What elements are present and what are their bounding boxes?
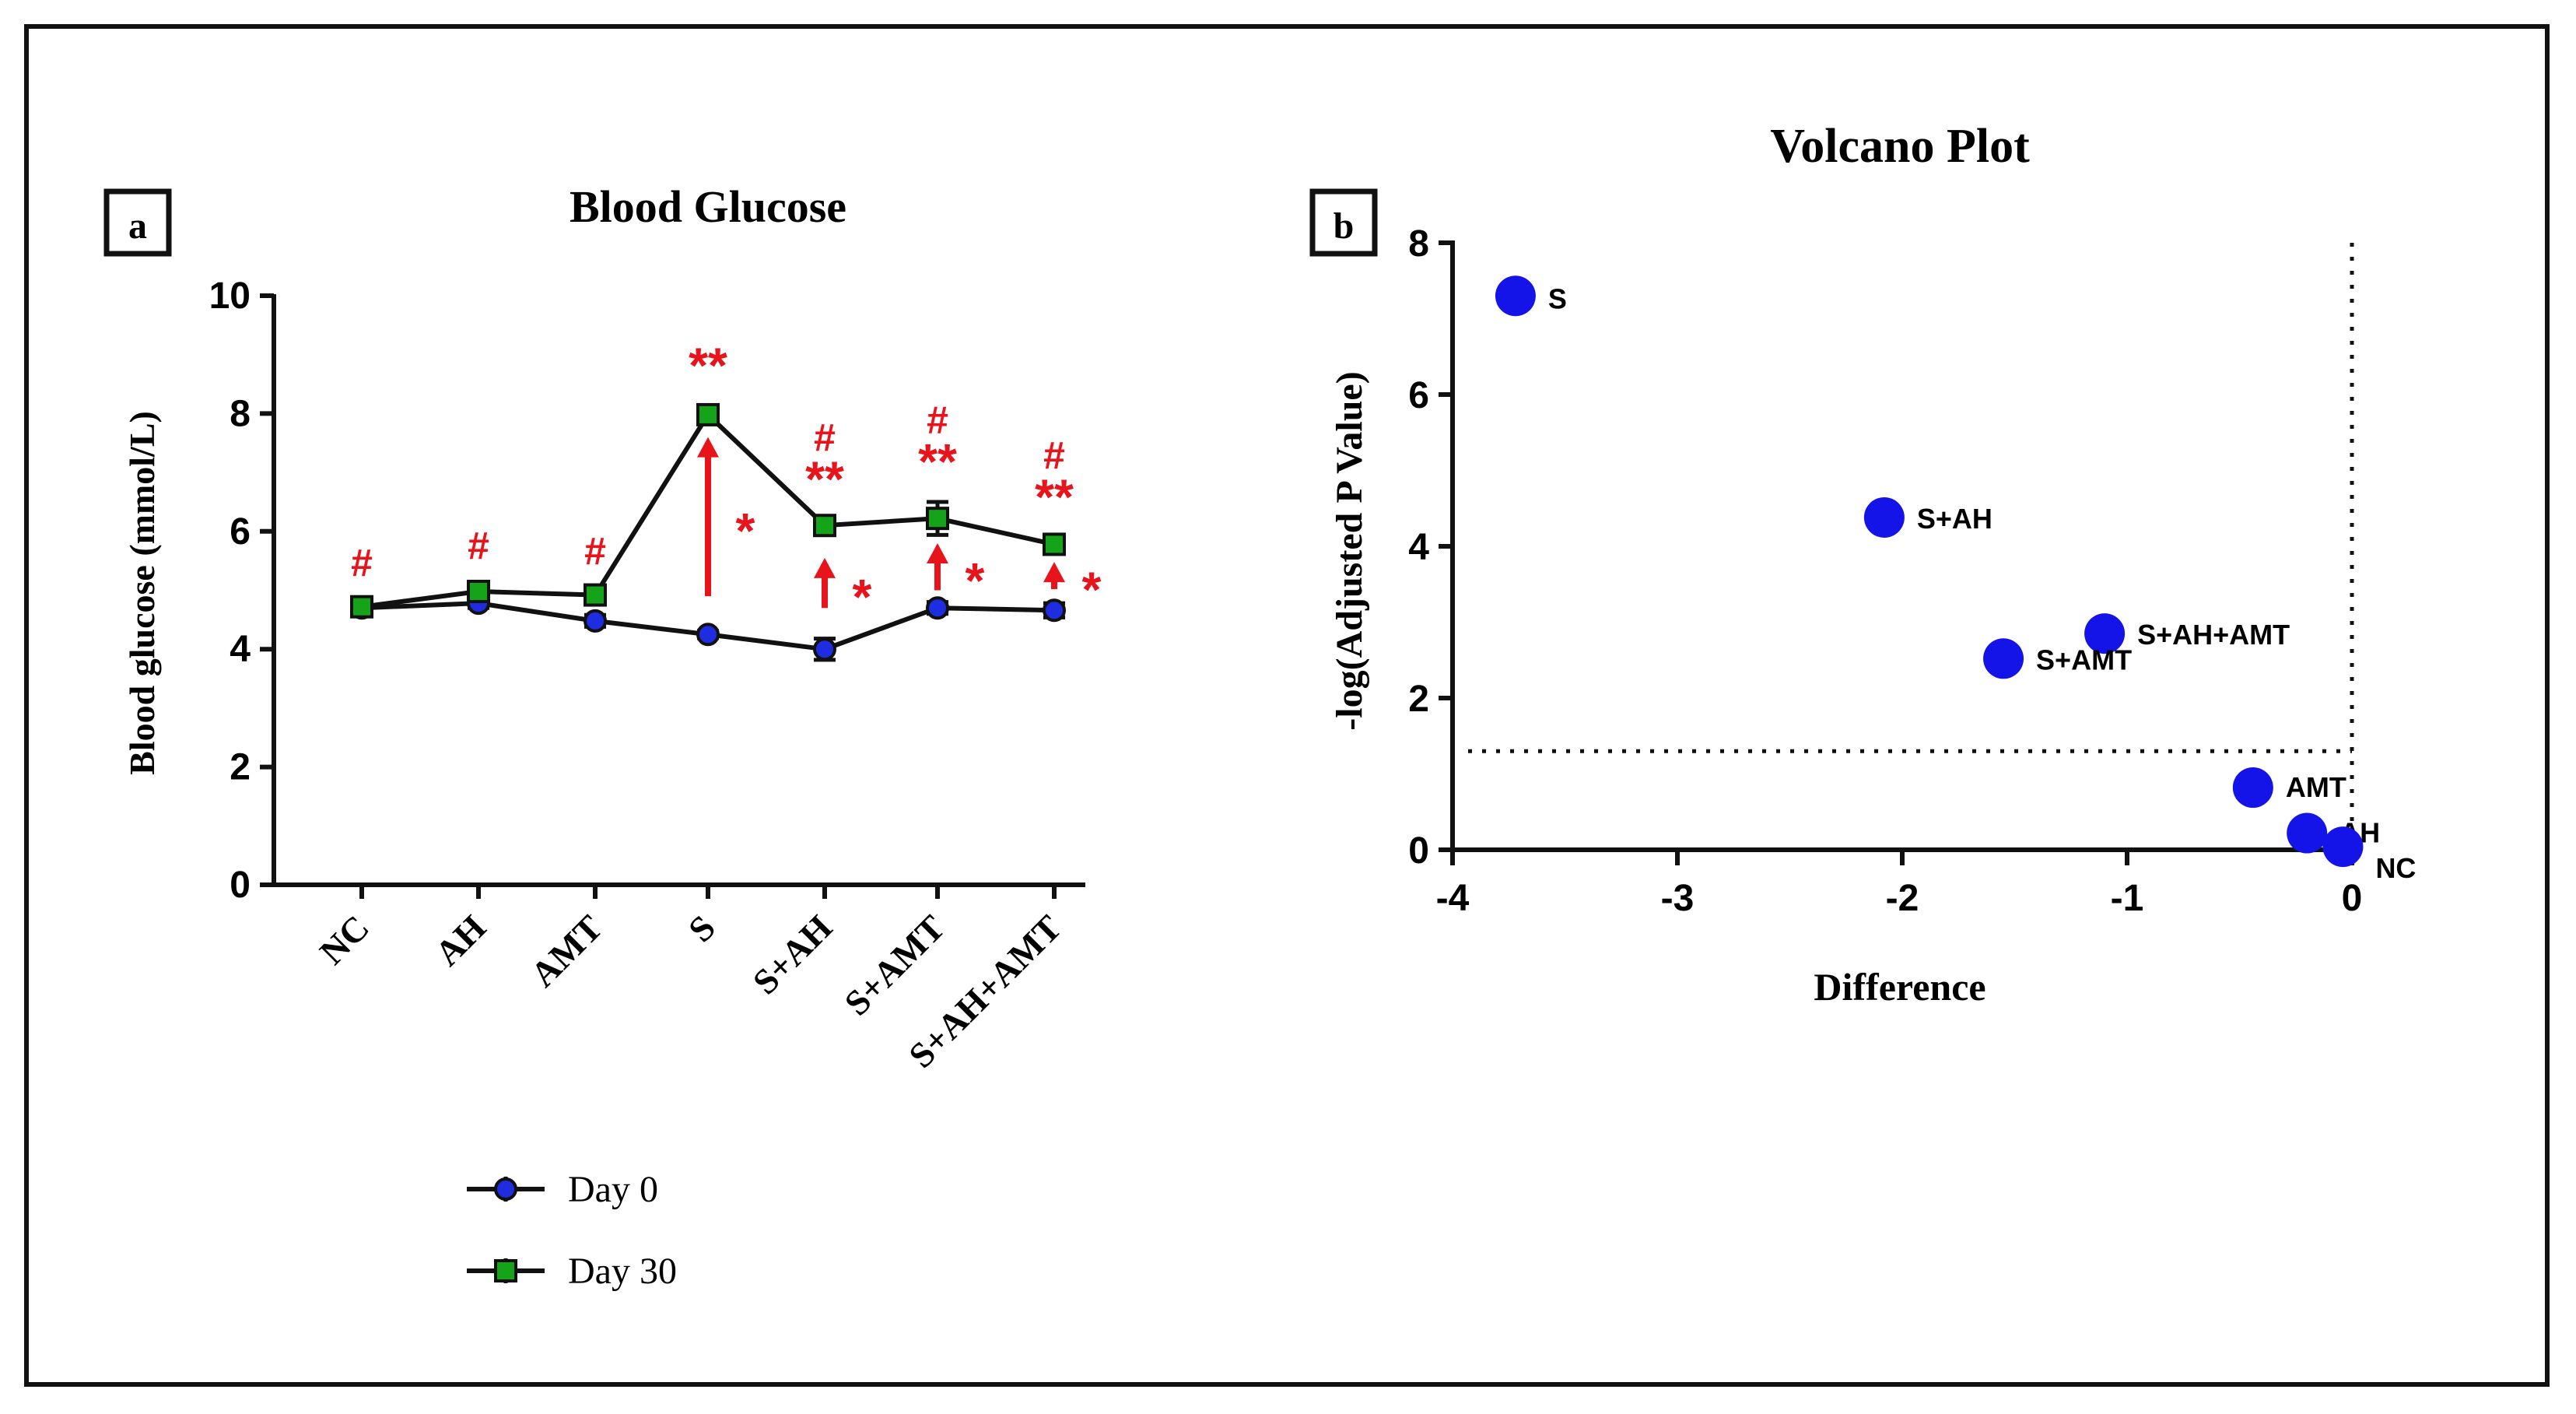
panel-a-star-mark: * [1082,562,1102,618]
panel-a-star-mark: * [853,569,872,625]
panel-a-title: Blood Glucose [570,181,846,232]
panel-b-x-tick-label: -3 [1661,878,1695,919]
panel-a-y-axis-label: Blood glucose (mmol/L) [122,411,162,775]
panel-a-point-day0 [1043,598,1066,623]
panel-b-threshold-lines [1468,243,2354,850]
panel-b-point [2287,812,2328,854]
panel-a-change-arrow-head [927,542,948,563]
panel-b-point [1983,638,2024,679]
panel-b-y-axis-label: -log(Adjusted P Value) [1329,371,1370,730]
panel-a-y-tick-label: 0 [230,865,251,906]
panel-b-point-label: S+AH [1917,503,1992,535]
panel-a-hash-mark: # [814,416,836,460]
panel-a-change-arrow-head [814,557,836,578]
panel-b-title: Volcano Plot [1770,120,2030,173]
figure-border [24,24,2550,1387]
panel-b-label-box [1309,188,1378,257]
panel-a-y-tick-label: 10 [209,275,251,317]
panel-a-point-day0 [584,609,607,633]
panel-b-x-tick-label: -4 [1436,878,1470,919]
panel-a-legend-label-0: Day 0 [568,1169,658,1210]
panel-a-point-day30 [584,583,607,607]
panel-a-label-box [103,188,172,257]
panel-a-point-day30 [467,580,490,604]
panel-a-point-day30 [926,507,949,531]
panel-a-y-tick-label: 2 [230,747,251,788]
panel-b-y-tick-label: 2 [1408,679,1429,720]
panel-b-point-label: S+AMT [2036,644,2132,675]
panel-a-star-mark: * [966,553,985,609]
panel-b-ticks: 0 2 4 6 8 -4 -3 -2 -1 0 [1408,223,2362,919]
panel-b-y-tick-label: 8 [1408,223,1429,265]
panel-a-point-day30 [696,402,720,426]
panel-b-point-label: NC [2375,852,2416,884]
panel-b-point [1863,496,1905,538]
panel-a-star-mark: * [736,503,755,559]
panel-a-significance-annotations: # # #****# **#**#** * * [351,338,1101,625]
panel-b-x-axis-label: Difference [1814,965,1985,1009]
panel-a-change-arrow-head [1043,562,1065,583]
panel-b-y-tick-label: 0 [1408,830,1429,872]
panel-a-double-star-mark: ** [689,338,727,394]
panel-a-legend: Day 0 Day 30 [467,1169,677,1292]
panel-a-change-arrow-head [697,437,719,458]
panel-a-hash-mark: # [584,529,606,573]
panel-a-double-star-mark: ** [805,451,844,507]
panel-a-label: a [128,205,147,247]
panel-a-point-day30 [813,514,836,538]
panel-b-point [2084,613,2126,654]
panel-a-y-tick-label: 4 [230,629,251,670]
panel-b-y-tick-label: 6 [1408,375,1429,416]
panel-a-series [350,402,1066,662]
panel-b-point-label: AMT [2286,771,2346,803]
panel-a-hash-mark: # [351,542,373,585]
panel-b-x-tick-label: -1 [2111,878,2144,919]
panel-a-point-day0 [696,623,720,647]
panel-a-point-day30 [1043,532,1066,556]
panel-b-point [1495,275,1536,317]
panel-b-x-tick-label: 0 [2342,878,2363,919]
panel-b-point [2322,826,2364,868]
panel-a-legend-marker-day0 [494,1177,517,1201]
panel-b-y-tick-label: 4 [1408,527,1429,568]
panel-b-volcano-plot: b Volcano Plot -log(Adjusted P Value) Di… [1309,120,2416,1009]
panel-b-point-label: S [1548,282,1567,314]
panel-a-y-tick-label: 8 [230,393,251,434]
panel-a-double-star-mark: ** [918,433,957,489]
panel-a-y-tick-label: 6 [230,511,251,553]
panel-a-hash-mark: # [1043,433,1065,477]
panel-a-point-day0 [926,596,949,620]
panel-a-point-day0 [813,637,836,661]
panel-b-label: b [1334,205,1355,247]
panel-a-legend-label-1: Day 30 [568,1251,677,1292]
panel-a-hash-mark: # [468,525,489,568]
panel-a-legend-marker-day30 [494,1259,517,1282]
panel-a-blood-glucose: a Blood Glucose Blood glucose (mmol/L) 0… [103,181,1102,1292]
panel-a-double-star-mark: ** [1035,468,1074,525]
panel-a-point-day30 [350,595,373,619]
panel-b-point-label: S+AH+AMT [2137,619,2290,651]
panel-a-axes [272,294,1085,887]
panel-b-point [2232,767,2273,809]
panel-b-x-tick-label: -2 [1886,878,1919,919]
panel-a-hash-mark: # [927,398,948,442]
